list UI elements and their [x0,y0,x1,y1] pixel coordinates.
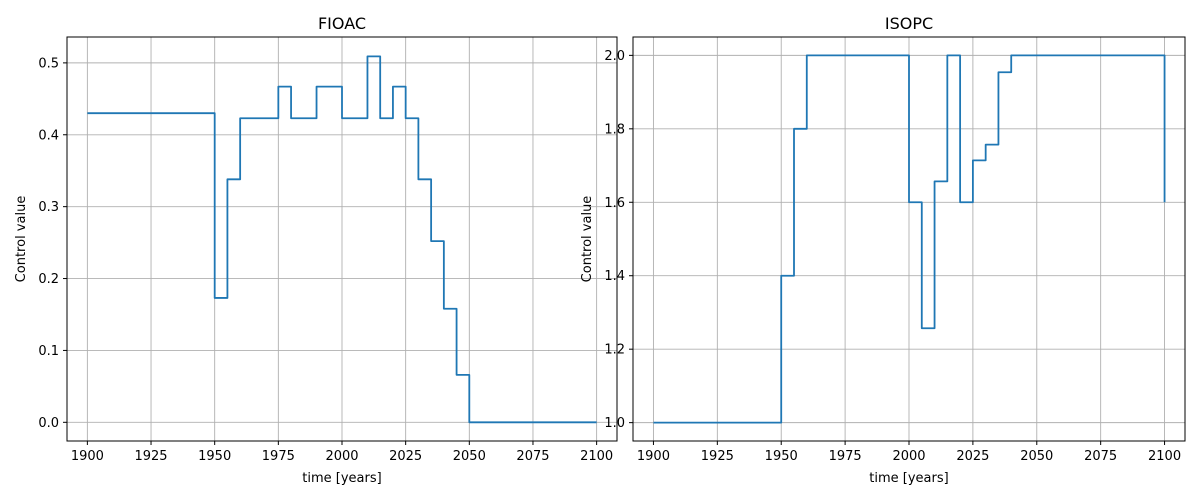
x-tick-label: 2050 [453,449,486,464]
x-tick-label: 1975 [829,449,862,464]
y-tick-label: 0.2 [38,272,59,287]
y-tick-label: 2.0 [604,49,625,64]
series-line [87,55,597,424]
x-tick-label: 1975 [262,449,295,464]
x-tick-label: 1900 [637,449,670,464]
x-tick-label: 2025 [389,449,422,464]
y-axis-label: Control value [580,196,595,283]
x-tick-label: 2000 [325,449,358,464]
x-axis-label: time [years] [869,471,948,486]
y-axis-label: Control value [14,196,29,283]
x-tick-label: 1900 [71,449,104,464]
y-tick-label: 1.8 [604,122,625,137]
x-tick-label: 1925 [134,449,167,464]
chart-title: ISOPC [885,14,933,33]
x-tick-label: 2100 [580,449,613,464]
x-tick-label: 2050 [1020,449,1053,464]
x-tick-label: 2100 [1148,449,1181,464]
y-tick-label: 1.2 [604,343,625,358]
x-tick-label: 2000 [892,449,925,464]
y-tick-label: 0.5 [38,56,59,71]
x-tick-label: 1925 [701,449,734,464]
chart-title: FIOAC [318,14,366,33]
y-tick-label: 0.3 [38,200,59,215]
x-tick-label: 1950 [198,449,231,464]
x-tick-label: 2025 [956,449,989,464]
chart-2: 1900 1925 1950 1975 2000 2025 2050 2075 2100 1.0 1… [580,14,1186,486]
x-tick-label: 1950 [765,449,798,464]
y-tick-label: 0.4 [38,128,59,143]
y-tick-label: 0.1 [38,344,59,359]
y-tick-label: 1.0 [604,416,625,431]
x-axis-label: time [years] [302,471,381,486]
y-tick-label: 1.4 [604,269,625,284]
y-tick-label: 0.0 [38,416,59,431]
chart-1: 1900 1925 1950 1975 2000 2025 2050 2075 2100 0.0 0… [14,14,618,486]
x-tick-label: 2075 [1084,449,1117,464]
y-tick-label: 1.6 [604,196,625,211]
series-line [653,54,1166,424]
x-tick-label: 2075 [516,449,549,464]
charts: 1900 1925 1950 1975 2000 2025 2050 2075 2100 0.0 0… [14,14,1186,486]
